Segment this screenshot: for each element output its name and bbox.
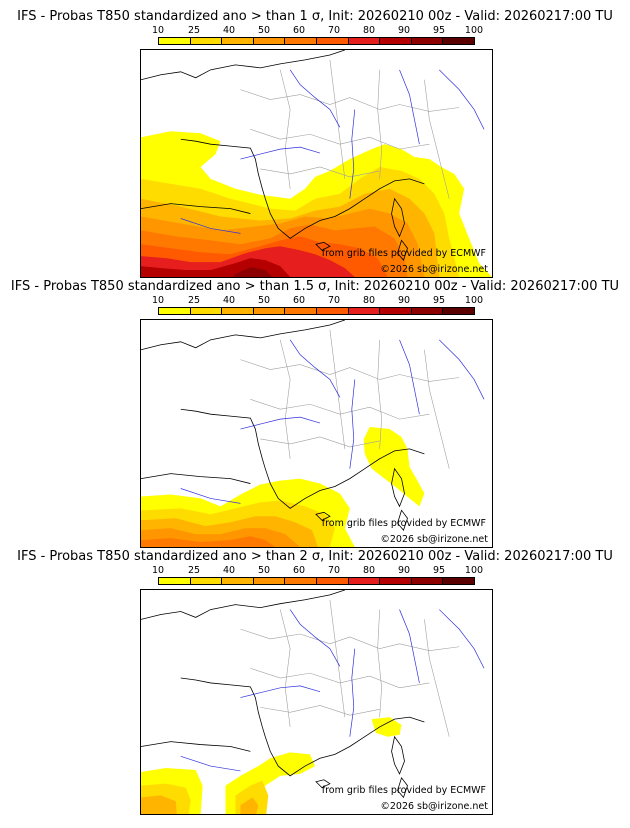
copyright-text: ©2026 sb@irizone.net — [380, 801, 488, 812]
borders — [240, 59, 460, 199]
coastline — [141, 590, 425, 799]
color-legend: 10 25 40 50 60 70 80 90 95 100 — [152, 25, 483, 46]
legend-swatch — [411, 308, 444, 314]
legend-tick: 50 — [257, 295, 271, 306]
rivers — [180, 609, 485, 772]
legend-swatch — [443, 308, 474, 314]
probability-map: from grib files provided by ECMWF ©2026 … — [140, 49, 493, 278]
legend-swatch — [159, 308, 191, 314]
legend-swatch — [190, 578, 223, 584]
rivers — [180, 69, 485, 234]
legend-swatch — [380, 308, 412, 314]
legend-colorbar — [158, 37, 475, 45]
panel-title: IFS - Probas T850 standardized ano > tha… — [10, 279, 620, 294]
probability-fill — [141, 131, 492, 277]
legend-tick: 10 — [151, 295, 165, 306]
legend-swatch — [253, 308, 286, 314]
legend-swatch — [253, 38, 286, 44]
borders — [240, 599, 460, 737]
color-legend: 10 25 40 50 60 70 80 90 95 100 — [152, 565, 483, 586]
legend-tick: 50 — [257, 25, 271, 36]
legend-tick: 40 — [222, 565, 236, 576]
probability-map: from grib files provided by ECMWF ©2026 … — [140, 319, 493, 548]
probability-map: from grib files provided by ECMWF ©2026 … — [140, 589, 493, 815]
legend-swatch — [190, 38, 223, 44]
ecmwf-credit: from grib files provided by ECMWF — [321, 785, 486, 796]
legend-tick: 70 — [327, 25, 341, 36]
color-legend: 10 25 40 50 60 70 80 90 95 100 — [152, 295, 483, 316]
legend-swatch — [222, 578, 254, 584]
legend-tick: 100 — [464, 295, 484, 306]
panel-title: IFS - Probas T850 standardized ano > tha… — [17, 9, 613, 24]
legend-tick: 10 — [151, 565, 165, 576]
rivers — [180, 339, 485, 504]
map-canvas — [141, 320, 485, 547]
legend-tick: 100 — [464, 565, 484, 576]
ecmwf-credit: from grib files provided by ECMWF — [321, 248, 486, 259]
legend-swatch — [285, 38, 317, 44]
legend-tick: 90 — [397, 25, 411, 36]
legend-tick: 80 — [362, 295, 376, 306]
legend-tick: 25 — [187, 565, 201, 576]
copyright-text: ©2026 sb@irizone.net — [380, 534, 488, 545]
legend-colorbar — [158, 577, 475, 585]
borders — [240, 329, 460, 469]
legend-swatch — [222, 38, 254, 44]
legend-swatch — [285, 308, 317, 314]
legend-tick: 90 — [397, 295, 411, 306]
legend-tick: 70 — [327, 565, 341, 576]
legend-tick: 90 — [397, 565, 411, 576]
legend-swatch — [380, 38, 412, 44]
coastline — [141, 50, 425, 261]
legend-swatch — [222, 308, 254, 314]
legend-tick: 60 — [292, 25, 306, 36]
legend-tick: 60 — [292, 295, 306, 306]
legend-tick: 95 — [432, 565, 446, 576]
probability-fill — [141, 717, 402, 814]
legend-tick: 80 — [362, 25, 376, 36]
legend-tick: 10 — [151, 25, 165, 36]
map-canvas — [141, 50, 492, 277]
legend-colorbar — [158, 307, 475, 315]
legend-swatch — [348, 38, 381, 44]
map-canvas — [141, 590, 485, 814]
panel-1-5sigma: IFS - Probas T850 standardized ano > tha… — [0, 279, 630, 549]
legend-tick: 100 — [464, 25, 484, 36]
legend-swatch — [348, 578, 381, 584]
legend-tick: 50 — [257, 565, 271, 576]
panel-title: IFS - Probas T850 standardized ano > tha… — [17, 549, 613, 564]
legend-tick: 60 — [292, 565, 306, 576]
legend-swatch — [443, 578, 474, 584]
legend-swatch — [316, 308, 349, 314]
legend-swatch — [159, 578, 191, 584]
ecmwf-credit: from grib files provided by ECMWF — [321, 518, 486, 529]
legend-swatch — [380, 578, 412, 584]
legend-swatch — [253, 578, 286, 584]
legend-swatch — [348, 308, 381, 314]
legend-swatch — [285, 578, 317, 584]
legend-swatch — [316, 38, 349, 44]
legend-tick: 40 — [222, 25, 236, 36]
legend-swatch — [411, 578, 444, 584]
legend-tick: 80 — [362, 565, 376, 576]
coastline — [141, 320, 425, 531]
panel-2sigma: IFS - Probas T850 standardized ano > tha… — [0, 549, 630, 819]
legend-swatch — [159, 38, 191, 44]
legend-tick: 25 — [187, 25, 201, 36]
legend-swatch — [190, 308, 223, 314]
legend-swatch — [443, 38, 474, 44]
legend-tick: 40 — [222, 295, 236, 306]
legend-tick: 70 — [327, 295, 341, 306]
legend-tick: 95 — [432, 295, 446, 306]
legend-swatch — [411, 38, 444, 44]
legend-tick: 25 — [187, 295, 201, 306]
legend-swatch — [316, 578, 349, 584]
panel-1sigma: IFS - Probas T850 standardized ano > tha… — [0, 9, 630, 279]
copyright-text: ©2026 sb@irizone.net — [380, 264, 488, 275]
legend-tick: 95 — [432, 25, 446, 36]
probability-fill — [141, 427, 425, 547]
